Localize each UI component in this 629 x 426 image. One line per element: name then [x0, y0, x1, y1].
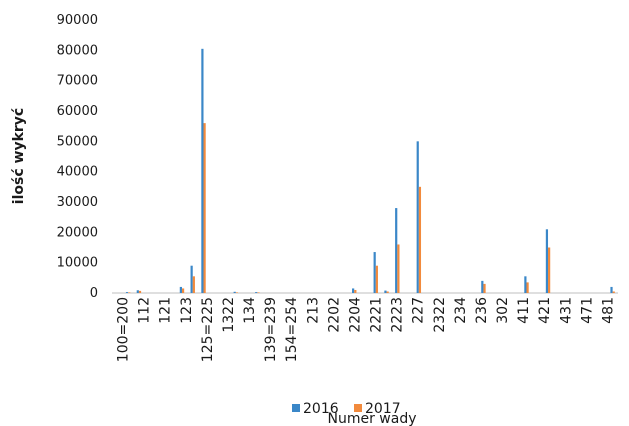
x-tick-label: 125=225 [200, 297, 216, 362]
bar-2017-227 [418, 186, 422, 293]
bar-2016-2204 [352, 288, 355, 293]
x-tick-label: 1322 [221, 297, 237, 333]
x-tick-label: 134 [242, 297, 258, 324]
legend-swatch-2017 [354, 404, 362, 412]
y-tick-label: 70000 [57, 74, 98, 89]
y-tick-label: 20000 [57, 225, 98, 240]
bar-2016-2221 [373, 252, 376, 293]
bar-2016-481 [610, 286, 613, 293]
bar-2016-227 [416, 141, 419, 293]
y-tick-label: 80000 [57, 43, 98, 58]
bar-2016-421 [545, 229, 549, 293]
x-tick-label: 100=200 [116, 297, 132, 362]
bar-2017-133 [235, 292, 239, 293]
bars [125, 48, 615, 293]
x-tick-label: 213 [305, 297, 321, 324]
x-tick-label: 154=254 [284, 297, 300, 362]
x-tick-label: 302 [495, 297, 511, 324]
legend: 2016 2017 [292, 401, 401, 417]
bar-2017-421 [548, 247, 551, 293]
x-axis-ticks: 100=200 112 121 123 125=225 1322 134 139=239 154… [116, 297, 617, 362]
x-tick-label: 121 [158, 297, 174, 324]
bar-2017-123 [181, 288, 185, 293]
x-tick-label: 236 [474, 297, 490, 324]
bar-2016-110 [125, 292, 129, 293]
x-tick-label: 234 [453, 297, 469, 324]
x-tick-label: 2204 [348, 297, 364, 333]
bar-2016-2222 [384, 290, 387, 293]
bar-2017-481 [612, 291, 615, 293]
x-tick-label: 2221 [369, 297, 385, 333]
bar-2017-2222 [386, 291, 389, 293]
x-tick-label: 431 [558, 297, 574, 324]
bar-2016-411 [524, 276, 527, 293]
bar-2016-135 [255, 292, 258, 293]
y-tick-label: 60000 [57, 104, 98, 119]
bar-2017-110 [128, 292, 131, 293]
x-tick-label: 2223 [390, 297, 406, 333]
x-tick-label: 421 [537, 297, 553, 324]
legend-swatch-2016 [292, 404, 300, 412]
y-axis-ticks: 0 10000 20000 30000 40000 50000 60000 70000 8000… [57, 13, 98, 301]
y-tick-label: 30000 [57, 195, 98, 210]
bar-2017-125=225 [203, 123, 206, 293]
bar-2016-2223 [395, 208, 398, 293]
x-tick-label: 227 [411, 297, 427, 324]
bar-2017-236 [483, 283, 486, 293]
bar-2017-124 [192, 276, 195, 293]
x-tick-label: 139=239 [263, 297, 279, 362]
y-tick-label: 50000 [57, 134, 98, 149]
x-tick-label: 123 [179, 297, 195, 324]
bar-2016-124 [190, 265, 193, 293]
bar-2017-411 [526, 282, 529, 293]
y-tick-label: 0 [90, 286, 98, 301]
x-axis-title: Numer wady [327, 411, 416, 426]
bar-2016-112 [136, 290, 139, 293]
bar-2017-2223 [397, 244, 400, 293]
y-tick-label: 40000 [57, 165, 98, 180]
y-axis-title: ilość wykryć [11, 108, 27, 204]
bar-2017-135 [257, 292, 260, 293]
x-tick-label: 2202 [326, 297, 342, 333]
x-tick-label: 471 [579, 297, 595, 324]
legend-label-2017: 2017 [365, 401, 401, 417]
x-tick-label: 2322 [432, 297, 448, 333]
x-tick-label: 112 [137, 297, 153, 324]
y-tick-label: 10000 [57, 256, 98, 271]
x-tick-label: 481 [601, 297, 617, 324]
legend-label-2016: 2016 [303, 401, 339, 417]
bar-2016-236 [481, 280, 484, 293]
bar-2016-133 [233, 291, 236, 293]
bar-2017-2204 [354, 289, 357, 293]
bar-2017-112 [138, 290, 142, 293]
y-tick-label: 90000 [57, 13, 98, 28]
bar-2017-2221 [375, 265, 378, 293]
bar-2016-123 [179, 286, 182, 293]
bar-2016-125=225 [201, 48, 204, 293]
x-tick-label: 411 [516, 297, 532, 324]
